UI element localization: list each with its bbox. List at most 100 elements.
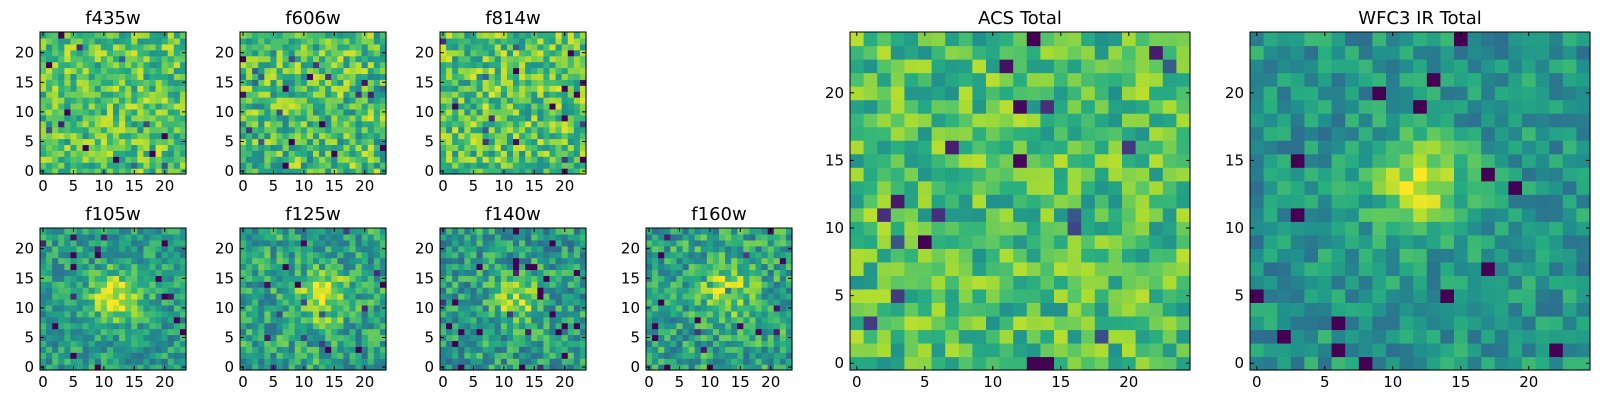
heatmap-cell	[350, 144, 357, 151]
heatmap-cell	[301, 323, 308, 330]
heatmap-cell	[568, 156, 575, 163]
heatmap-cell	[95, 299, 102, 306]
heatmap-cell	[689, 305, 696, 312]
heatmap-cell	[683, 281, 690, 288]
heatmap-cell	[1040, 100, 1054, 114]
heatmap-cell	[440, 317, 447, 324]
heatmap-cell	[664, 311, 671, 318]
heatmap-cell	[470, 144, 477, 151]
heatmap-cell	[446, 317, 453, 324]
heatmap-cell	[58, 335, 65, 342]
heatmap-cell	[301, 335, 308, 342]
heatmap-cell	[162, 73, 169, 80]
heatmap-cell	[95, 127, 102, 134]
heatmap-cell	[513, 258, 520, 265]
heatmap-cell	[143, 287, 150, 294]
heatmap-cell	[550, 68, 557, 75]
heatmap-cell	[137, 228, 144, 235]
heatmap-cell	[689, 240, 696, 247]
heatmap-cell	[519, 133, 526, 140]
heatmap-cell	[1122, 86, 1136, 100]
heatmap-cell	[877, 46, 891, 60]
heatmap-cell	[162, 68, 169, 75]
heatmap-cell	[240, 62, 247, 69]
heatmap-cell	[89, 115, 96, 122]
heatmap-cell	[568, 91, 575, 98]
heatmap-cell	[1068, 154, 1082, 168]
heatmap-cell	[64, 246, 71, 253]
heatmap-cell	[343, 264, 350, 271]
heatmap-cell	[174, 252, 181, 259]
heatmap-cell	[70, 79, 77, 86]
heatmap-cell	[264, 162, 271, 169]
heatmap-cell	[556, 62, 563, 69]
heatmap-cell	[113, 44, 120, 51]
heatmap-cell	[70, 335, 77, 342]
heatmap-cell	[891, 235, 905, 249]
heatmap-cell	[737, 252, 744, 259]
heatmap-cell	[470, 299, 477, 306]
heatmap-cell	[113, 234, 120, 241]
heatmap-cell	[507, 156, 514, 163]
heatmap-cell	[89, 234, 96, 241]
heatmap-cell	[150, 228, 157, 235]
heatmap-cell	[525, 275, 532, 282]
heatmap-cell	[70, 311, 77, 318]
heatmap-cell	[374, 335, 381, 342]
heatmap-cell	[918, 329, 932, 343]
heatmap-cell	[150, 156, 157, 163]
heatmap-cell	[374, 352, 381, 359]
heatmap-cell	[1027, 316, 1041, 330]
heatmap-cell	[670, 264, 677, 271]
heatmap-cell	[356, 44, 363, 51]
heatmap-cell	[168, 323, 175, 330]
y-tick-label: 5	[630, 328, 640, 346]
heatmap-cell	[240, 91, 247, 98]
heatmap-cell	[1136, 356, 1150, 370]
heatmap-cell	[676, 281, 683, 288]
heatmap-cell	[58, 68, 65, 75]
heatmap-cell	[574, 305, 581, 312]
heatmap-cell	[446, 97, 453, 104]
heatmap-cell	[374, 305, 381, 312]
heatmap-cell	[125, 127, 132, 134]
heatmap-cell	[446, 246, 453, 253]
heatmap-cell	[58, 275, 65, 282]
heatmap-cell	[501, 133, 508, 140]
heatmap-cell	[470, 311, 477, 318]
heatmap-cell	[83, 150, 90, 157]
heatmap-cell	[513, 97, 520, 104]
heatmap-cell	[519, 346, 526, 353]
heatmap-cell	[301, 340, 308, 347]
heatmap-cell	[156, 32, 163, 39]
heatmap-cell	[652, 293, 659, 300]
heatmap-cell	[568, 269, 575, 276]
heatmap-cell	[252, 358, 259, 365]
heatmap-cell	[156, 133, 163, 140]
heatmap-cell	[719, 329, 726, 336]
heatmap-cell	[113, 91, 120, 98]
heatmap-cell	[562, 50, 569, 57]
heatmap-cell	[362, 323, 369, 330]
heatmap-cell	[1068, 100, 1082, 114]
heatmap-cell	[1122, 167, 1136, 181]
heatmap-cell	[707, 305, 714, 312]
heatmap-cell	[70, 317, 77, 324]
heatmap-cell	[246, 139, 253, 146]
heatmap-cell	[356, 246, 363, 253]
heatmap-cell	[301, 234, 308, 241]
heatmap-cell	[1081, 32, 1095, 46]
heatmap-cell	[295, 234, 302, 241]
heatmap-cell	[301, 85, 308, 92]
heatmap-cell	[70, 305, 77, 312]
heatmap-cell	[52, 275, 59, 282]
heatmap-cell	[543, 275, 550, 282]
heatmap-cell	[131, 258, 138, 265]
heatmap-cell	[489, 32, 496, 39]
heatmap-cell	[374, 287, 381, 294]
heatmap-cell	[513, 162, 520, 169]
heatmap-cell	[945, 194, 959, 208]
heatmap-cell	[264, 115, 271, 122]
heatmap-cell	[131, 162, 138, 169]
